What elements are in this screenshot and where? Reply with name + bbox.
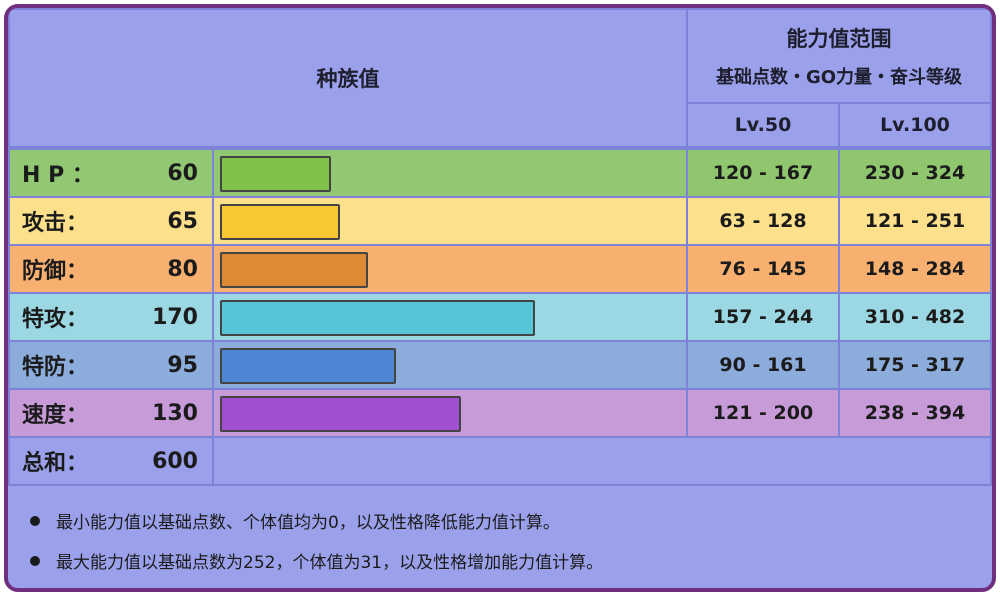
lv100-range-cell: 230 - 324 bbox=[838, 148, 992, 198]
stat-bar bbox=[220, 156, 331, 192]
stats-table: 种族值 能力值范围 基础点数・GO力量・奋斗等级 Lv.50 Lv.100 H … bbox=[4, 4, 996, 592]
lv100-label: Lv.100 bbox=[880, 114, 950, 136]
stat-bar bbox=[220, 348, 396, 384]
lv50-range-cell: 63 - 128 bbox=[686, 196, 840, 246]
lv50-range: 90 - 161 bbox=[719, 354, 807, 376]
stat-range-title: 能力值范围 bbox=[786, 27, 892, 51]
lv100-range-cell: 310 - 482 bbox=[838, 292, 992, 342]
note-min-text: 最小能力值以基础点数、个体值均为0，以及性格降低能力值计算。 bbox=[56, 513, 560, 533]
stat-bar-cell bbox=[212, 340, 688, 390]
stat-label: 特防： bbox=[22, 355, 89, 380]
lv50-range: 120 - 167 bbox=[712, 162, 814, 184]
stat-label-cell: 攻击： 65 bbox=[8, 196, 214, 246]
lv100-range: 230 - 324 bbox=[864, 162, 966, 184]
lv50-range-cell: 76 - 145 bbox=[686, 244, 840, 294]
stat-label: 特攻： bbox=[22, 307, 89, 332]
total-label: 总和： bbox=[22, 451, 89, 476]
stat-bar bbox=[220, 252, 368, 288]
stat-range-header: 能力值范围 基础点数・GO力量・奋斗等级 bbox=[686, 8, 992, 104]
stat-value: 80 bbox=[167, 256, 198, 282]
lv50-range-cell: 90 - 161 bbox=[686, 340, 840, 390]
total-label-cell: 总和： 600 bbox=[8, 436, 214, 486]
lv50-header: Lv.50 bbox=[686, 102, 840, 148]
stat-bar-cell bbox=[212, 388, 688, 438]
stat-value: 95 bbox=[167, 352, 198, 378]
stat-label-cell: 速度： 130 bbox=[8, 388, 214, 438]
stat-value: 170 bbox=[152, 304, 198, 330]
stat-bar-cell bbox=[212, 244, 688, 294]
stat-label: 防御： bbox=[22, 259, 89, 284]
bullet-icon bbox=[30, 515, 40, 526]
stat-bar-cell bbox=[212, 292, 688, 342]
total-empty-cell bbox=[212, 436, 992, 486]
stat-value: 60 bbox=[167, 160, 198, 186]
stat-bar-cell bbox=[212, 148, 688, 198]
lv100-range: 175 - 317 bbox=[864, 354, 966, 376]
lv100-range: 148 - 284 bbox=[864, 258, 966, 280]
lv50-label: Lv.50 bbox=[734, 114, 792, 136]
lv50-range: 157 - 244 bbox=[712, 306, 814, 328]
total-value: 600 bbox=[152, 448, 198, 474]
stat-label: 速度： bbox=[22, 403, 89, 428]
stat-label-cell: 防御： 80 bbox=[8, 244, 214, 294]
base-stats-title: 种族值 bbox=[316, 67, 380, 91]
lv50-range: 63 - 128 bbox=[719, 210, 807, 232]
stat-label-cell: 特防： 95 bbox=[8, 340, 214, 390]
lv50-range-cell: 120 - 167 bbox=[686, 148, 840, 198]
lv100-range-cell: 121 - 251 bbox=[838, 196, 992, 246]
lv50-range-cell: 157 - 244 bbox=[686, 292, 840, 342]
lv100-range: 310 - 482 bbox=[864, 306, 966, 328]
stat-bar bbox=[220, 300, 535, 336]
lv50-range: 121 - 200 bbox=[712, 402, 814, 424]
stat-bar bbox=[220, 204, 340, 240]
lv100-range: 238 - 394 bbox=[864, 402, 966, 424]
lv100-header: Lv.100 bbox=[838, 102, 992, 148]
stat-label-cell: H P ： 60 bbox=[8, 148, 214, 198]
lv100-range-cell: 148 - 284 bbox=[838, 244, 992, 294]
stat-label: 攻击： bbox=[22, 211, 89, 236]
note-min: 最小能力值以基础点数、个体值均为0，以及性格降低能力值计算。 bbox=[30, 508, 560, 533]
lv100-range: 121 - 251 bbox=[864, 210, 966, 232]
lv50-range: 76 - 145 bbox=[719, 258, 807, 280]
stat-label-cell: 特攻： 170 bbox=[8, 292, 214, 342]
lv100-range-cell: 238 - 394 bbox=[838, 388, 992, 438]
lv50-range-cell: 121 - 200 bbox=[686, 388, 840, 438]
stat-bar-cell bbox=[212, 196, 688, 246]
stat-bar bbox=[220, 396, 461, 432]
lv100-range-cell: 175 - 317 bbox=[838, 340, 992, 390]
note-max-text: 最大能力值以基础点数为252，个体值为31，以及性格增加能力值计算。 bbox=[56, 553, 604, 573]
note-max: 最大能力值以基础点数为252，个体值为31，以及性格增加能力值计算。 bbox=[30, 548, 603, 573]
bullet-icon bbox=[30, 555, 40, 566]
stat-value: 130 bbox=[152, 400, 198, 426]
stat-value: 65 bbox=[167, 208, 198, 234]
stat-label: H P ： bbox=[22, 163, 94, 188]
base-stats-header: 种族值 bbox=[8, 8, 688, 148]
stat-range-subtitle: 基础点数・GO力量・奋斗等级 bbox=[715, 67, 963, 88]
